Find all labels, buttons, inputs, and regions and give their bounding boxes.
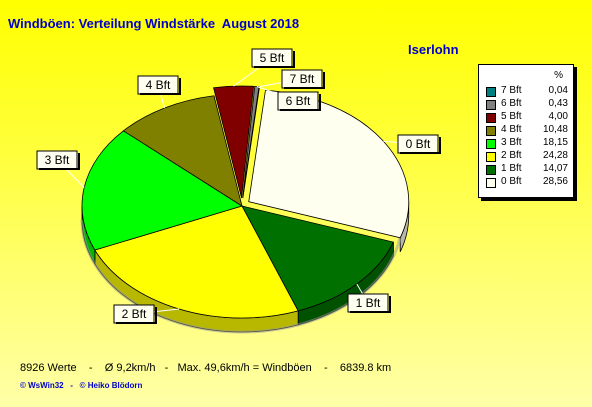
legend-value: 18,15 <box>542 137 568 148</box>
callout-shadow <box>400 137 441 154</box>
slice-label: 0 Bft <box>406 137 431 151</box>
legend-value: 10,48 <box>542 124 568 135</box>
legend-label: 5 Bft <box>501 111 522 122</box>
legend-swatch <box>486 126 496 136</box>
legend-swatch <box>486 87 496 97</box>
legend-label: 7 Bft <box>501 85 522 96</box>
legend-swatch <box>486 100 496 110</box>
callout-shadow <box>350 296 391 313</box>
pie-shadow <box>80 219 404 334</box>
legend-value: 14,07 <box>542 163 568 174</box>
legend-label: 4 Bft <box>501 124 522 135</box>
station-name: Iserlohn <box>408 42 459 57</box>
legend-label: 3 Bft <box>501 137 522 148</box>
legend-item: 6 Bft 0,43 <box>486 98 568 110</box>
slice-label: 6 Bft <box>286 94 311 108</box>
legend-swatch <box>486 139 496 149</box>
chart-title: Windböen: Verteilung Windstärke August 2… <box>8 16 300 31</box>
legend-value: 0,43 <box>548 98 568 109</box>
legend-item: 2 Bft 24,28 <box>486 150 568 162</box>
slice-label: 7 Bft <box>290 72 315 86</box>
legend-swatch <box>486 113 496 123</box>
callout-shadow <box>284 72 325 89</box>
pie-callouts: 0 Bft 1 Bft 2 Bft 3 Bft 4 Bft 5 Bft 6 Bft 7 Bft <box>36 48 441 324</box>
legend-label: 1 Bft <box>501 163 522 174</box>
legend-item: 3 Bft 18,15 <box>486 137 568 149</box>
footer-stats: 8926 Werte - Ø 9,2km/h - Max. 49,6km/h =… <box>20 362 392 374</box>
legend-value: 28,56 <box>542 176 568 187</box>
callout-shadow <box>39 153 80 170</box>
legend: % 7 Bft 0,04 6 Bft 0,43 5 Bft 4,00 4 Bft 10,48 3… <box>478 64 574 198</box>
callout-shadow <box>254 51 295 68</box>
legend-value: 24,28 <box>542 150 568 161</box>
legend-item: 5 Bft 4,00 <box>486 111 568 123</box>
legend-item: 0 Bft 28,56 <box>486 176 568 188</box>
legend-value: 4,00 <box>548 111 568 122</box>
callout-shadow <box>280 94 321 111</box>
slice-label: 4 Bft <box>146 78 171 92</box>
legend-item: 1 Bft 14,07 <box>486 163 568 175</box>
legend-item: 7 Bft 0,04 <box>486 85 568 97</box>
legend-item: 4 Bft 10,48 <box>486 124 568 136</box>
slice-label: 1 Bft <box>356 296 381 310</box>
legend-label: 2 Bft <box>501 150 522 161</box>
legend-unit: % <box>554 70 563 81</box>
legend-label: 6 Bft <box>501 98 522 109</box>
callout-shadow <box>140 78 181 95</box>
legend-swatch <box>486 152 496 162</box>
legend-value: 0,04 <box>548 85 568 96</box>
slice-label: 5 Bft <box>260 51 285 65</box>
callout-shadow <box>116 307 157 324</box>
slice-label: 3 Bft <box>45 153 70 167</box>
legend-swatch <box>486 178 496 188</box>
pie-slices <box>81 85 410 319</box>
legend-swatch <box>486 165 496 175</box>
slice-label: 2 Bft <box>122 307 147 321</box>
legend-label: 0 Bft <box>501 176 522 187</box>
copyright: © WsWin32 - © Heiko Blödorn <box>20 381 143 390</box>
